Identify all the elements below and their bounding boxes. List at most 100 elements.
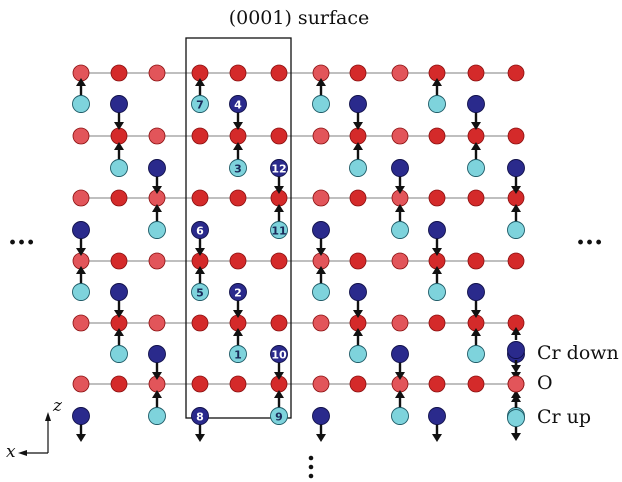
cr-up-atom [507,221,525,239]
spin-arrowhead [274,390,284,398]
spin-arrowhead [274,186,284,194]
ellipsis-bottom [308,455,314,479]
spin-arrowhead [471,310,481,318]
oxygen-atom [110,189,128,207]
spin-arrowhead [511,186,521,194]
spin-arrowhead [152,186,162,194]
oxygen-atom [229,252,247,270]
oxygen-atom [110,375,128,393]
spin-arrowhead [471,142,481,150]
oxygen-atom [191,375,209,393]
cr-down-atom [391,159,409,177]
cr-site-number: 5 [196,287,204,300]
oxygen-atom [72,375,90,393]
oxygen-atom [428,375,446,393]
spin-arrowhead [511,204,521,212]
cr-up-atom [270,221,288,239]
spin-arrowhead [395,390,405,398]
oxygen-atom [507,64,525,82]
cr-down-atom [110,95,128,113]
spin-arrowhead [511,433,521,441]
oxygen-atom [349,64,367,82]
spin-arrowhead [195,434,205,442]
cr-site-number: 10 [271,349,287,362]
cr-down-atom [428,407,446,425]
spin-arrowhead [353,142,363,150]
cr-down-atom [349,95,367,113]
cr-up-atom [312,283,330,301]
cr-site-number: 11 [271,225,286,238]
cr-up-atom [349,159,367,177]
spin-arrowhead [316,248,326,256]
cr-down-atom [110,283,128,301]
spin-arrowhead [114,142,124,150]
cr-site-number: 7 [196,99,204,112]
cr-up-atom [391,221,409,239]
oxygen-atom [72,127,90,145]
x-axis-label: x [6,442,16,462]
oxygen-atom [467,127,485,145]
oxygen-atom [72,189,90,207]
cr-up-atom [349,345,367,363]
oxygen-atom [467,189,485,207]
oxygen-atom [110,252,128,270]
z-axis-label: z [52,396,63,416]
spin-arrowhead [152,372,162,380]
spin-arrowhead [274,372,284,380]
cr-up-atom [391,407,409,425]
spin-arrowhead [316,78,326,86]
cr-down-atom [391,345,409,363]
spin-arrowhead [511,365,521,373]
oxygen-atom [110,64,128,82]
cr-site-number: 2 [234,287,242,300]
cr-up-atom [467,159,485,177]
oxygen-atom [191,189,209,207]
spin-arrowhead [76,78,86,86]
spin-arrowhead [395,186,405,194]
spin-arrowhead [76,434,86,442]
spin-arrowhead [114,122,124,130]
oxygen-atom [467,64,485,82]
legend-marker-cr-down [507,341,525,359]
oxygen-atom [72,314,90,332]
oxygen-atom [148,252,166,270]
atoms-layer: 7 4 3 12 6 11 5 2 1 10 8 9 [72,64,525,442]
oxygen-atom [391,314,409,332]
spin-arrowhead [233,328,243,336]
spin-arrowhead [76,248,86,256]
spin-arrowhead [152,204,162,212]
legend-marker-o [507,375,525,393]
cr-up-atom [428,283,446,301]
spin-arrowhead [233,142,243,150]
legend-label-cr-down: Cr down [537,342,619,364]
oxygen-atom [349,375,367,393]
cr-site-number: 9 [275,411,283,424]
cr-up-atom [191,283,209,301]
spin-arrowhead [511,394,521,402]
cr-down-atom [270,159,288,177]
spin-arrowhead [233,310,243,318]
oxygen-atom [312,375,330,393]
cr-site-number: 4 [234,99,242,112]
cr-site-number: 12 [271,163,286,176]
oxygen-atom [191,127,209,145]
ellipsis-right: ... [576,221,603,251]
surface-unit-cell-box [185,37,292,419]
cr-up-atom [72,283,90,301]
cr-up-atom [270,407,288,425]
cr-down-atom [72,221,90,239]
oxygen-atom [312,127,330,145]
diagram-title: (0001) surface [229,7,370,29]
spin-arrowhead [152,390,162,398]
cr-up-atom [312,95,330,113]
spin-arrowhead [274,204,284,212]
oxygen-atom [191,314,209,332]
cr-site-number: 8 [196,411,204,424]
oxygen-atom [270,252,288,270]
oxygen-atom [349,127,367,145]
cr-site-number: 3 [234,163,242,176]
cr-down-atom [148,159,166,177]
spin-arrowhead [471,328,481,336]
cr-up-atom [467,345,485,363]
